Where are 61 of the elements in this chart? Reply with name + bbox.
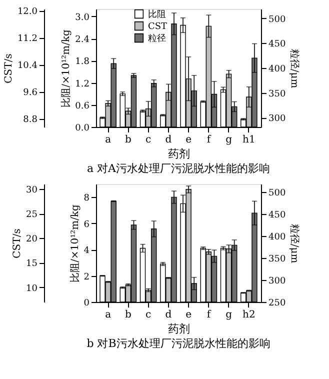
x-tick-label: a bbox=[105, 134, 112, 146]
y3-tick-label: 9.6 bbox=[23, 88, 38, 98]
y2-tick-label: 350 bbox=[268, 89, 286, 100]
y3-tick-label: 10 bbox=[26, 284, 38, 294]
x-tick-label: c bbox=[146, 134, 152, 146]
y2-tick-label: 350 bbox=[268, 254, 286, 264]
x-tick-label: g bbox=[226, 134, 233, 146]
y2-tick-label: 450 bbox=[268, 210, 286, 220]
y-tick-label: 1.2 bbox=[75, 79, 90, 90]
y-tick-label: 2.4 bbox=[75, 35, 90, 45]
y3-tick-label: 20 bbox=[26, 234, 38, 245]
x-tick-label: d bbox=[165, 134, 172, 146]
legend-label: 粒径 bbox=[148, 33, 166, 44]
y2-tick-label: 500 bbox=[268, 14, 286, 25]
y3-tick-label: 8.8 bbox=[23, 115, 38, 126]
x-tick-label: e bbox=[186, 310, 192, 320]
y2-axis-title: 粒径/μm bbox=[288, 48, 300, 89]
x-tick-label: e bbox=[186, 134, 192, 146]
x-tick-label: f bbox=[206, 134, 212, 146]
x-tick-label: h1 bbox=[242, 134, 256, 146]
y2-tick-label: 300 bbox=[268, 114, 286, 124]
y3-tick-label: 15 bbox=[26, 259, 38, 270]
y-tick-label: 4 bbox=[84, 246, 90, 256]
y-axis-title: 比阻/×10¹²m/kg bbox=[60, 29, 72, 108]
x-tick-label: b bbox=[124, 134, 132, 146]
y2-tick-label: 450 bbox=[268, 40, 286, 50]
y3-tick-label: 30 bbox=[26, 185, 38, 196]
x-tick-label: h2 bbox=[242, 310, 256, 320]
text: a 对A污水处理厂污泥脱水性能的影响 bbox=[87, 162, 270, 175]
y-tick-label: 8 bbox=[84, 194, 90, 204]
y-tick-label: 6 bbox=[84, 220, 90, 230]
x-tick-label: a bbox=[105, 310, 112, 320]
x-axis-title: 药剂 bbox=[168, 148, 190, 160]
x-axis-title: 药剂 bbox=[168, 322, 190, 336]
y-tick-label: 3.0 bbox=[75, 12, 90, 23]
y-tick-label: 0.6 bbox=[75, 101, 90, 112]
y2-tick-label: 400 bbox=[268, 64, 286, 74]
y2-tick-label: 300 bbox=[268, 276, 286, 286]
y3-axis-title: CST/s bbox=[12, 228, 24, 258]
y3-axis-title: CST/s bbox=[3, 54, 14, 84]
y-tick-label: 1.8 bbox=[75, 57, 90, 68]
y2-tick-label: 500 bbox=[268, 188, 286, 198]
x-tick-label: d bbox=[165, 310, 172, 320]
y3-tick-label: 10.4 bbox=[17, 61, 38, 72]
y-tick-label: 2 bbox=[84, 272, 90, 282]
y3-tick-label: 12.0 bbox=[17, 7, 38, 18]
y-tick-label: 0 bbox=[84, 298, 90, 308]
y2-tick-label: 400 bbox=[268, 232, 286, 242]
x-tick-label: b bbox=[124, 310, 132, 320]
y-tick-label: 0.0 bbox=[75, 124, 90, 134]
y-axis-title: 比阻/×10¹²m/kg bbox=[68, 204, 81, 282]
x-tick-label: g bbox=[226, 310, 233, 320]
y2-tick-label: 250 bbox=[268, 298, 286, 308]
text: b 对B污水处理厂污泥脱水性能的影响 bbox=[86, 337, 270, 350]
legend-label: 比阻 bbox=[148, 9, 166, 20]
x-tick-label: c bbox=[146, 310, 152, 320]
x-tick-label: f bbox=[206, 310, 212, 320]
legend-label: CST bbox=[148, 22, 168, 32]
y2-axis-title: 粒径/μm bbox=[288, 224, 300, 264]
y3-tick-label: 11.2 bbox=[17, 34, 38, 44]
y3-tick-label: 25 bbox=[26, 210, 38, 220]
